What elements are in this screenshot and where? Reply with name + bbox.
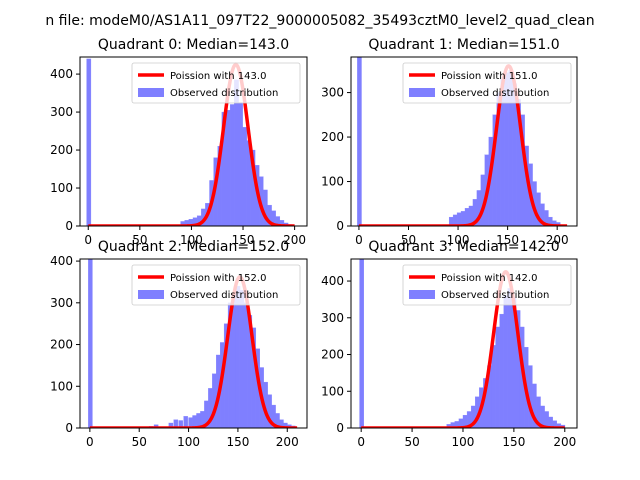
subplot-title: Quadrant 3: Median=142.0 xyxy=(368,239,559,255)
x-tick-label: 100 xyxy=(452,435,475,449)
subplot-quadrant-1: 0 50 100 150 200 0 100 200 300 Quadrant 1: Median… xyxy=(321,37,578,247)
histogram-bar xyxy=(239,290,245,428)
x-tick-label: 0 xyxy=(84,233,92,247)
y-tick-label: 100 xyxy=(50,181,73,195)
x-tick-label: 100 xyxy=(180,233,203,247)
y-tick-label: 200 xyxy=(50,143,73,157)
histogram-bar xyxy=(88,259,93,428)
legend-poisson-label: Poission with 151.0 xyxy=(441,71,537,82)
histogram-bar xyxy=(229,104,235,226)
axes-frame xyxy=(350,258,578,429)
y-tick-label: 100 xyxy=(321,175,344,189)
y-tick-label: 300 xyxy=(321,311,344,325)
x-tick-label: 0 xyxy=(355,233,363,247)
legend: Poission with 143.0 Observed distribution xyxy=(131,62,301,104)
histogram-bar xyxy=(238,102,243,226)
histogram-bar xyxy=(243,302,249,428)
x-tick-label: 0 xyxy=(86,435,94,449)
histogram-bar xyxy=(235,285,241,428)
histogram-bar xyxy=(507,288,513,428)
histogram-bar xyxy=(357,57,362,226)
histogram-bar xyxy=(464,208,470,226)
subplot-title: Quadrant 1: Median=151.0 xyxy=(368,37,559,53)
y-tick-label: 100 xyxy=(50,379,73,393)
subplot-quadrant-0: 0 50 100 150 200 0 100 200 300 400 Quadrant 0: Med… xyxy=(50,37,308,247)
legend-observed-label: Observed distribution xyxy=(170,88,278,99)
y-tick-label: 0 xyxy=(65,219,73,233)
histogram-bar xyxy=(460,211,466,226)
y-tick-label: 0 xyxy=(336,421,344,435)
x-tick-label: 200 xyxy=(276,435,299,449)
histogram-bar xyxy=(242,127,247,226)
histogram-bar xyxy=(503,295,509,428)
histogram-bar xyxy=(359,259,364,428)
axes-frame xyxy=(79,56,308,227)
legend: Poission with 142.0 Observed distribution xyxy=(402,264,572,306)
y-tick-label: 300 xyxy=(50,296,73,310)
y-tick-label: 400 xyxy=(50,254,73,268)
legend-observed-swatch xyxy=(409,88,435,97)
x-tick-label: 0 xyxy=(357,435,365,449)
legend-observed-swatch xyxy=(138,88,164,97)
histogram-bar xyxy=(231,294,237,428)
x-tick-label: 200 xyxy=(553,435,576,449)
y-tick-label: 200 xyxy=(50,338,73,352)
y-tick-label: 0 xyxy=(65,421,73,435)
x-tick-label: 100 xyxy=(177,435,200,449)
plot-area xyxy=(359,259,567,428)
histogram-bar xyxy=(225,110,231,226)
legend-box xyxy=(131,62,301,104)
y-tick-label: 200 xyxy=(321,348,344,362)
y-tick-label: 400 xyxy=(50,67,73,81)
x-tick-label: 50 xyxy=(401,233,416,247)
x-tick-label: 200 xyxy=(283,233,306,247)
y-tick-label: 300 xyxy=(321,86,344,100)
legend-observed-label: Observed distribution xyxy=(441,290,549,301)
subplot-title: Quadrant 0: Median=143.0 xyxy=(98,37,289,53)
legend-observed-label: Observed distribution xyxy=(170,290,278,301)
x-tick-label: 50 xyxy=(404,435,419,449)
histogram-bar xyxy=(499,313,505,428)
figure-suptitle: n file: modeM0/AS1A11_097T22_9000005082_… xyxy=(45,13,594,29)
subplot-grid: 0 50 100 150 200 0 100 200 300 400 Quadrant 0: Med… xyxy=(50,37,578,449)
y-tick-label: 200 xyxy=(321,130,344,144)
x-tick-label: 200 xyxy=(546,233,569,247)
histogram-bar xyxy=(495,326,500,428)
x-tick-label: 150 xyxy=(232,233,255,247)
legend-poisson-label: Poission with 142.0 xyxy=(441,273,537,284)
subplot-quadrant-2: 0 50 100 150 200 0 100 200 300 400 Quadrant 2: Med… xyxy=(50,239,308,449)
histogram-bar xyxy=(456,212,462,226)
legend-observed-swatch xyxy=(138,290,164,299)
y-tick-label: 100 xyxy=(321,384,344,398)
x-tick-label: 50 xyxy=(132,435,147,449)
legend-box xyxy=(402,62,572,104)
x-tick-label: 150 xyxy=(502,435,525,449)
legend-observed-label: Observed distribution xyxy=(441,88,549,99)
legend-box xyxy=(131,264,301,306)
subplot-quadrant-3: 0 50 100 150 200 0 100 200 300 400 Quadrant 3: Med… xyxy=(321,239,578,449)
legend-poisson-label: Poission with 143.0 xyxy=(170,71,266,82)
histogram-bar xyxy=(178,420,183,428)
y-tick-label: 0 xyxy=(336,219,344,233)
x-tick-label: 150 xyxy=(496,233,519,247)
subplot-title: Quadrant 2: Median=152.0 xyxy=(98,239,289,255)
y-tick-label: 300 xyxy=(50,105,73,119)
axes-frame xyxy=(350,56,578,227)
legend-observed-swatch xyxy=(409,290,435,299)
legend: Poission with 152.0 Observed distribution xyxy=(131,264,301,306)
y-tick-label: 400 xyxy=(321,274,344,288)
histogram-bar xyxy=(173,419,179,428)
x-tick-label: 150 xyxy=(226,435,249,449)
x-tick-label: 100 xyxy=(447,233,470,247)
legend-poisson-label: Poission with 152.0 xyxy=(170,273,266,284)
axes-frame xyxy=(79,258,308,429)
histogram-bar xyxy=(86,58,92,226)
legend: Poission with 151.0 Observed distribution xyxy=(402,62,572,104)
x-tick-label: 50 xyxy=(132,233,147,247)
legend-box xyxy=(402,264,572,306)
